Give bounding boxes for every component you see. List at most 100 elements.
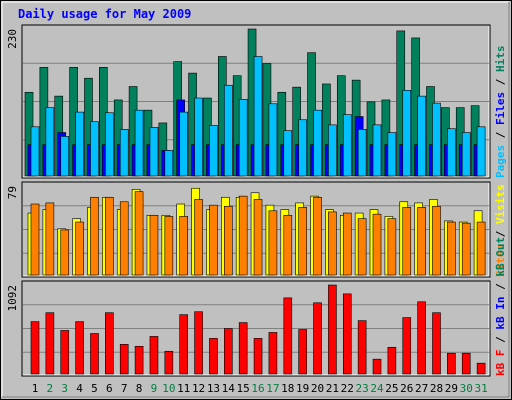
bar	[417, 207, 426, 276]
x-tick-label: 9	[151, 382, 158, 395]
x-tick-label: 22	[341, 382, 354, 395]
x-tick-label: 27	[415, 382, 428, 395]
bar	[238, 99, 248, 177]
bar	[179, 314, 188, 375]
bar	[149, 214, 159, 276]
x-tick-label: 6	[106, 382, 113, 395]
bar	[60, 330, 70, 375]
bar	[105, 112, 114, 177]
bar	[372, 124, 382, 177]
bar	[342, 212, 352, 276]
bar	[328, 124, 337, 177]
bar	[134, 109, 144, 177]
bar	[149, 127, 159, 177]
legend-separator: /	[494, 78, 507, 85]
legend-entry: Sites	[494, 244, 507, 277]
x-tick-label: 3	[61, 382, 68, 395]
x-tick-label: 28	[430, 382, 443, 395]
bar	[179, 111, 188, 177]
bar	[224, 84, 233, 177]
legend-separator: /	[494, 283, 507, 290]
x-tick-label: 13	[207, 382, 220, 395]
bar	[194, 311, 203, 375]
bar	[45, 107, 55, 177]
bar	[432, 102, 441, 177]
bar	[402, 207, 412, 276]
bar	[119, 201, 129, 276]
x-tick-label: 30	[460, 382, 473, 395]
bar	[209, 125, 218, 177]
x-tick-label: 15	[237, 382, 250, 395]
bar	[313, 109, 322, 177]
bar	[357, 320, 367, 375]
legend-entry: kB In	[494, 297, 507, 330]
bar	[90, 121, 99, 177]
bar	[417, 301, 426, 375]
bar	[298, 119, 307, 177]
x-tick-label: 14	[222, 382, 236, 395]
x-tick-label: 10	[162, 382, 175, 395]
bar	[268, 103, 278, 177]
bar	[313, 196, 322, 276]
bar	[30, 203, 40, 276]
bar	[134, 191, 144, 276]
y-tick-label: 1092	[6, 285, 19, 312]
bar	[476, 221, 486, 276]
bar	[387, 132, 397, 177]
bar	[283, 130, 293, 177]
bar	[432, 205, 441, 276]
legend: Pages / Files / Hits	[494, 46, 507, 179]
bar	[461, 132, 471, 177]
x-tick-label: 31	[474, 382, 487, 395]
bar	[342, 114, 352, 177]
bar	[253, 338, 263, 375]
bar	[119, 344, 129, 375]
x-tick-label: 12	[192, 382, 205, 395]
bar	[328, 211, 337, 276]
x-tick-label: 25	[385, 382, 398, 395]
bar	[402, 317, 412, 375]
bar	[253, 56, 263, 177]
x-tick-label: 24	[370, 382, 384, 395]
bar	[342, 293, 352, 375]
legend-separator: /	[494, 131, 507, 138]
bar	[45, 312, 55, 375]
bar	[30, 126, 40, 177]
bar	[119, 129, 129, 177]
x-tick-label: 8	[136, 382, 143, 395]
bar	[476, 126, 486, 177]
bar	[194, 97, 203, 177]
legend: Sites / Visits	[494, 184, 507, 277]
bar	[194, 199, 203, 276]
bar	[372, 358, 382, 375]
legend-entry: kB F	[494, 350, 507, 377]
x-tick-label: 17	[266, 382, 279, 395]
bar	[90, 196, 99, 276]
bar	[253, 199, 263, 276]
bar	[209, 204, 218, 276]
x-tick-label: 23	[356, 382, 369, 395]
bar	[268, 332, 278, 375]
bar	[402, 90, 412, 177]
legend-entry: Files	[494, 92, 507, 125]
bar	[75, 221, 84, 276]
bar	[164, 150, 174, 177]
bar	[268, 210, 278, 276]
bar	[476, 362, 486, 375]
bar	[60, 229, 70, 276]
y-tick-label: 79	[6, 186, 19, 199]
bar	[447, 221, 456, 276]
bar	[461, 222, 471, 276]
bar	[387, 346, 397, 375]
bar	[90, 333, 99, 375]
x-tick-label: 7	[121, 382, 128, 395]
bar	[417, 95, 426, 177]
legend-separator: /	[494, 230, 507, 237]
bar	[75, 111, 84, 177]
bar	[461, 352, 471, 375]
bar	[60, 136, 70, 177]
bar	[298, 207, 307, 276]
x-tick-label: 5	[91, 382, 98, 395]
bar	[30, 321, 40, 375]
